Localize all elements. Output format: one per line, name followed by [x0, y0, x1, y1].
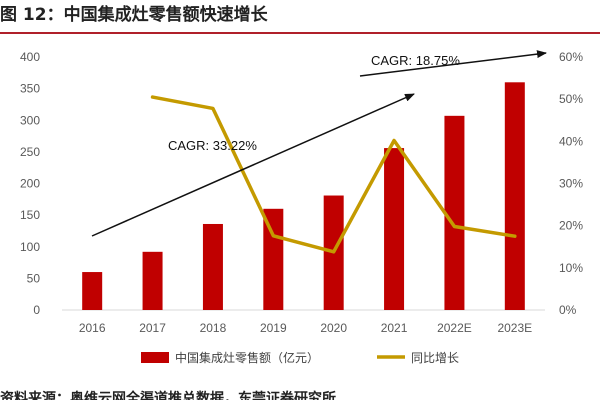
y-left-tick-label: 100: [20, 240, 40, 254]
y-left-tick-label: 200: [20, 177, 40, 191]
bar: [202, 223, 223, 310]
legend-label-sales: 中国集成灶零售额（亿元）: [175, 350, 319, 365]
y-axis-right: 0% 10% 20% 30% 40% 50% 60%: [559, 50, 583, 317]
x-tick-label: 2020: [320, 321, 347, 335]
y-left-tick-label: 400: [20, 50, 40, 64]
bar: [444, 115, 465, 310]
y-left-tick-label: 50: [27, 271, 41, 285]
y-axis-left: 0 50 100 150 200 250 300 350 400: [20, 50, 40, 317]
bar: [384, 148, 405, 310]
y-right-tick-label: 20%: [559, 219, 583, 233]
x-tick-label: 2018: [200, 321, 227, 335]
cagr-annotations: CAGR: 33.22% CAGR: 18.75%: [91, 50, 547, 237]
y-left-tick-label: 350: [20, 82, 40, 96]
bar: [263, 208, 284, 310]
bar: [82, 272, 103, 310]
legend-label-growth: 同比增长: [411, 351, 459, 365]
y-right-tick-label: 50%: [559, 92, 583, 106]
bar: [142, 251, 163, 310]
cagr-arrow-2021-2023: [359, 50, 547, 77]
y-right-tick-label: 60%: [559, 50, 583, 64]
x-tick-label: 2021: [381, 321, 408, 335]
y-right-tick-label: 10%: [559, 261, 583, 275]
figure-title: 图 12：中国集成灶零售额快速增长: [0, 5, 268, 25]
y-right-tick-label: 0%: [559, 303, 577, 317]
growth-line: [150, 95, 517, 254]
y-left-tick-label: 0: [33, 303, 40, 317]
y-left-tick-label: 150: [20, 208, 40, 222]
x-tick-label: 2019: [260, 321, 287, 335]
cagr-label-2021-2023: CAGR: 18.75%: [371, 53, 460, 68]
legend-swatch-sales: [141, 352, 169, 363]
y-left-tick-label: 300: [20, 113, 40, 127]
figure-source: 资料来源：奥维云网全渠道推总数据，东莞证券研究所: [0, 391, 336, 400]
legend: 中国集成灶零售额（亿元） 同比增长: [141, 350, 459, 365]
y-right-tick-label: 40%: [559, 134, 583, 148]
cagr-arrow-2016-2021: [91, 93, 415, 237]
x-tick-label: 2023E: [497, 321, 532, 335]
bar-series: [82, 82, 525, 310]
x-axis: 2016 2017 2018 2019 2020 2021 2022E 2023E: [62, 309, 545, 335]
growth-line-series: [150, 95, 517, 254]
x-tick-label: 2016: [79, 321, 106, 335]
cagr-label-2016-2021: CAGR: 33.22%: [168, 138, 257, 153]
x-tick-label: 2017: [139, 321, 166, 335]
y-left-tick-label: 250: [20, 145, 40, 159]
bar: [504, 82, 525, 310]
y-right-tick-label: 30%: [559, 177, 583, 191]
title-rule: [0, 32, 600, 34]
x-tick-label: 2022E: [437, 321, 472, 335]
